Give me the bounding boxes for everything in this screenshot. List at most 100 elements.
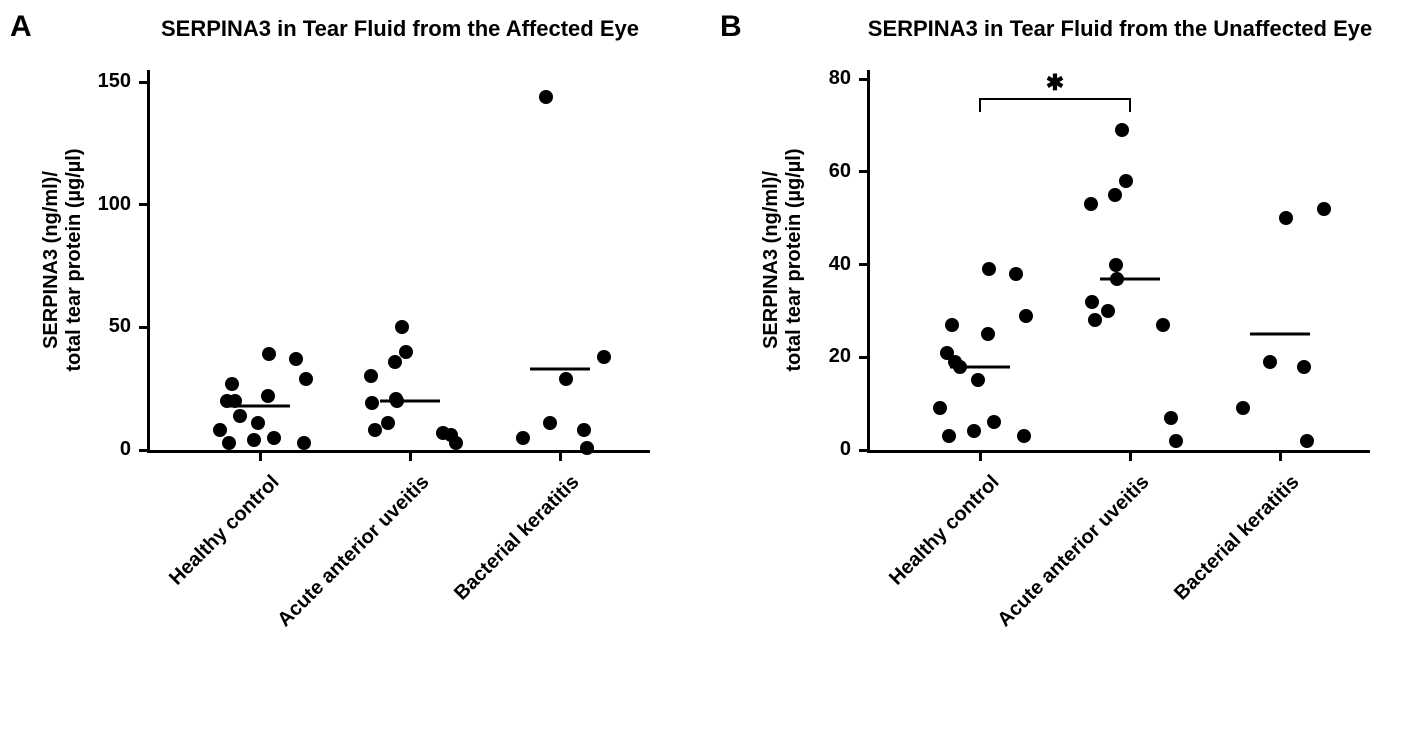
data-point [299,372,313,386]
data-point [388,355,402,369]
data-point [1115,123,1129,137]
data-point [1156,318,1170,332]
data-point [1317,202,1331,216]
data-point [297,436,311,450]
significance-bracket-drop [979,98,982,112]
y-tick [139,326,147,329]
y-tick-label: 40 [799,253,851,276]
median-line [530,368,590,371]
y-tick-label: 150 [79,70,131,93]
y-tick [859,449,867,452]
data-point [436,426,450,440]
panel-title-B: SERPINA3 in Tear Fluid from the Unaffect… [830,16,1410,42]
y-tick-label: 60 [799,160,851,183]
data-point [1279,211,1293,225]
significance-star: ✱ [1035,70,1075,96]
data-point [381,416,395,430]
data-point [1164,411,1178,425]
data-point [580,441,594,455]
data-point [1019,309,1033,323]
data-point [987,415,1001,429]
data-point [1169,434,1183,448]
significance-bracket [980,98,1130,101]
x-tick [979,453,982,461]
data-point [365,396,379,410]
panel-title-A: SERPINA3 in Tear Fluid from the Affected… [110,16,690,42]
data-point [1009,267,1023,281]
y-tick [859,356,867,359]
data-point [942,429,956,443]
data-point [967,424,981,438]
data-point [1084,197,1098,211]
median-line [230,404,290,407]
data-point [251,416,265,430]
y-axis-title-B: SERPINA3 (ng/ml)/ total tear protein (µg… [760,70,806,450]
data-point [261,389,275,403]
data-point [1101,304,1115,318]
data-point [1085,295,1099,309]
data-point [516,431,530,445]
data-point [395,320,409,334]
data-point [247,433,261,447]
data-point [364,369,378,383]
data-point [933,401,947,415]
data-point [981,327,995,341]
data-point [1109,258,1123,272]
data-point [559,372,573,386]
y-axis-title-A: SERPINA3 (ng/ml)/ total tear protein (µg… [40,70,86,450]
data-point [1300,434,1314,448]
data-point [1088,313,1102,327]
y-tick [139,81,147,84]
data-point [399,345,413,359]
y-axis-A [147,70,150,450]
x-tick [1279,453,1282,461]
data-point [1108,188,1122,202]
data-point [940,346,954,360]
data-point [945,318,959,332]
x-axis-A [147,450,650,453]
y-tick-label: 50 [79,315,131,338]
panel-label-B: B [720,10,742,44]
figure-root: A SERPINA3 in Tear Fluid from the Affecte… [0,0,1418,754]
y-tick [859,78,867,81]
data-point [597,350,611,364]
data-point [539,90,553,104]
x-tick [409,453,412,461]
y-tick-label: 20 [799,345,851,368]
data-point [233,409,247,423]
data-point [262,347,276,361]
data-point [543,416,557,430]
data-point [1017,429,1031,443]
median-line [950,365,1010,368]
data-point [1263,355,1277,369]
data-point [982,262,996,276]
y-tick-label: 100 [79,193,131,216]
y-tick-label: 0 [799,438,851,461]
data-point [222,436,236,450]
y-tick [139,203,147,206]
median-line [1250,333,1310,336]
x-tick [259,453,262,461]
data-point [225,377,239,391]
data-point [1297,360,1311,374]
data-point [577,423,591,437]
significance-bracket-drop [1129,98,1132,112]
median-line [1100,277,1160,280]
data-point [971,373,985,387]
data-point [368,423,382,437]
y-axis-B [867,70,870,450]
y-tick [139,449,147,452]
y-tick-label: 0 [79,438,131,461]
data-point [213,423,227,437]
x-tick [559,453,562,461]
data-point [1236,401,1250,415]
data-point [289,352,303,366]
y-tick [859,263,867,266]
y-tick [859,170,867,173]
x-tick [1129,453,1132,461]
panel-label-A: A [10,10,32,44]
data-point [1119,174,1133,188]
data-point [267,431,281,445]
median-line [380,399,440,402]
x-axis-B [867,450,1370,453]
